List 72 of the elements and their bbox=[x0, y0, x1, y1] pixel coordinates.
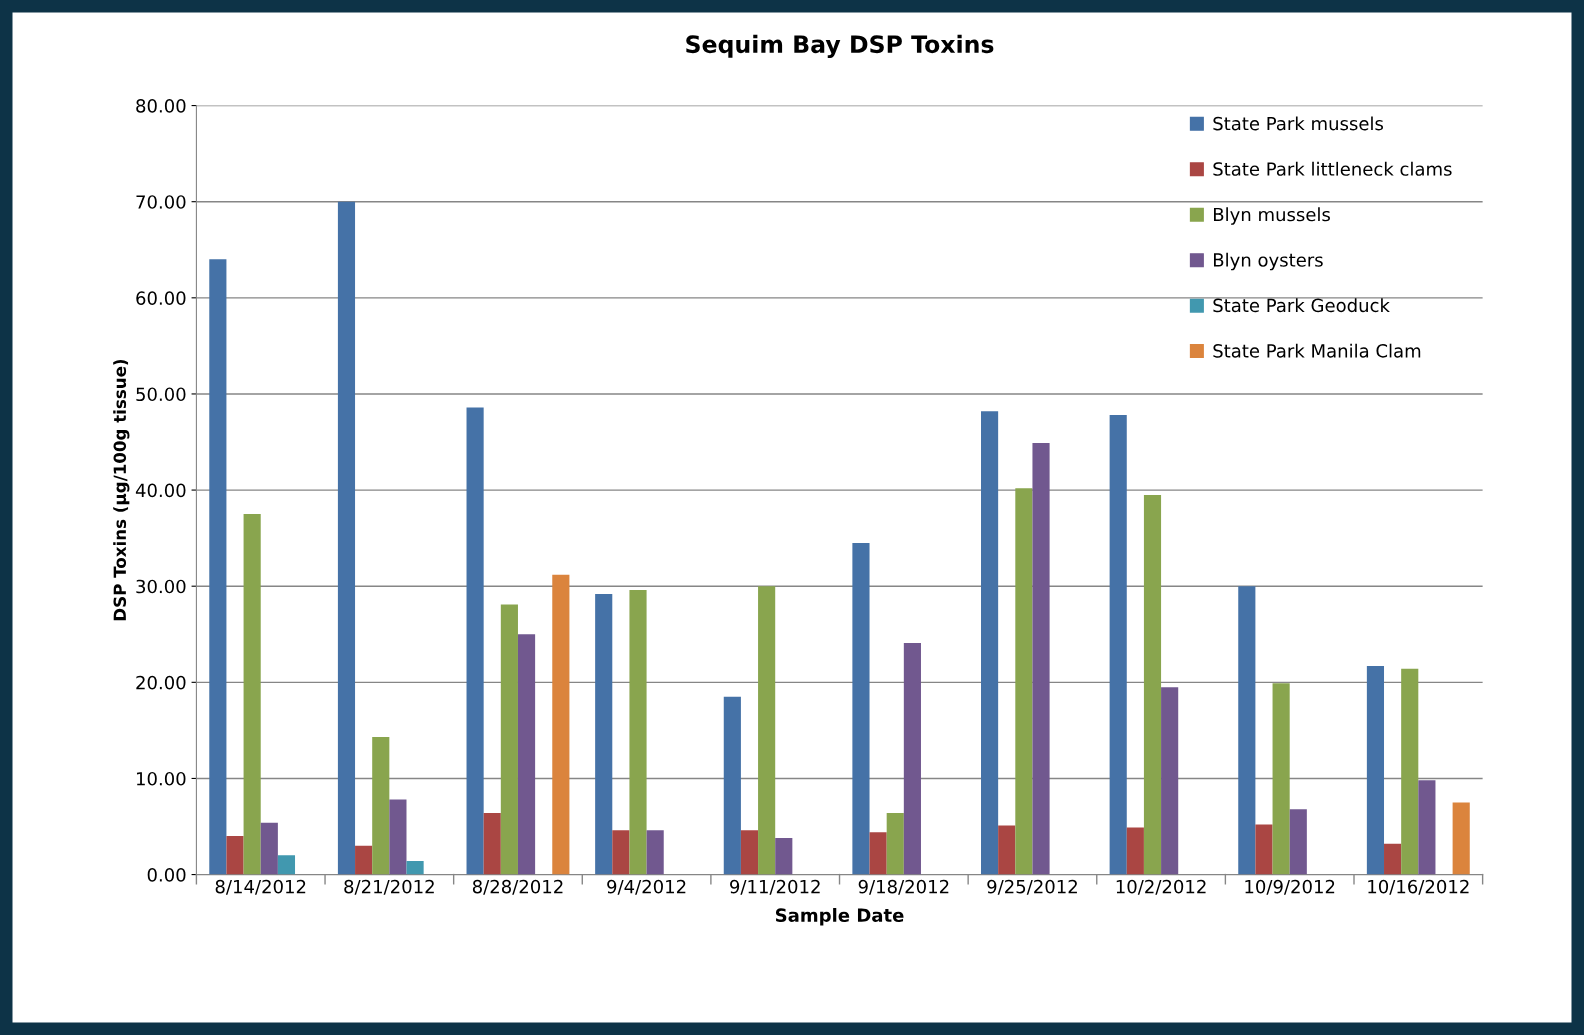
legend-label: State Park mussels bbox=[1213, 116, 1384, 131]
bar bbox=[226, 836, 244, 875]
bar bbox=[1143, 494, 1162, 875]
y-tick-label: 10.00 bbox=[136, 771, 186, 786]
bar bbox=[466, 407, 484, 875]
x-tick-label: 8/14/2012 bbox=[215, 879, 306, 895]
bar bbox=[1161, 687, 1179, 875]
x-tick-label: 10/16/2012 bbox=[1368, 879, 1469, 895]
bar bbox=[981, 411, 999, 875]
x-tick-label: 9/4/2012 bbox=[607, 879, 686, 895]
x-tick-label: 9/18/2012 bbox=[858, 879, 949, 895]
bar bbox=[552, 574, 570, 875]
legend-label: Blyn mussels bbox=[1213, 207, 1330, 225]
y-tick-label: 50.00 bbox=[136, 387, 186, 402]
x-tick-label: 9/11/2012 bbox=[730, 879, 820, 895]
bar bbox=[406, 861, 424, 875]
x-tick-label: 9/25/2012 bbox=[987, 879, 1077, 895]
y-tick-label: 60.00 bbox=[136, 291, 186, 305]
bar bbox=[1452, 802, 1470, 875]
bar bbox=[483, 813, 501, 875]
bar bbox=[1015, 488, 1033, 875]
bar bbox=[740, 830, 759, 875]
y-tick-label: 40.00 bbox=[135, 483, 186, 498]
bar bbox=[1255, 824, 1273, 875]
bar bbox=[612, 830, 630, 875]
bar bbox=[1109, 415, 1127, 875]
x-axis-title: Sample Date bbox=[775, 908, 904, 926]
bar bbox=[277, 855, 296, 875]
x-tick-label: 8/28/2012 bbox=[472, 879, 563, 895]
y-axis-title: DSP Toxins (µg/100g tissue) bbox=[113, 359, 130, 621]
bar bbox=[595, 593, 613, 875]
bar bbox=[1289, 809, 1307, 875]
bar bbox=[869, 832, 887, 875]
x-tick-label: 10/9/2012 bbox=[1245, 879, 1335, 895]
y-tick-label: 80.00 bbox=[136, 99, 186, 113]
bar bbox=[1238, 586, 1256, 875]
bar bbox=[903, 642, 921, 875]
bar bbox=[775, 838, 793, 875]
bar bbox=[372, 737, 390, 875]
x-tick-label: 10/2/2012 bbox=[1116, 879, 1206, 895]
bar bbox=[389, 799, 407, 875]
bar bbox=[1272, 683, 1290, 875]
bar bbox=[337, 201, 356, 875]
y-tick-label: 20.00 bbox=[136, 675, 186, 690]
bar bbox=[723, 696, 741, 875]
x-tick-label: 8/21/2012 bbox=[344, 879, 434, 895]
bar bbox=[629, 590, 647, 875]
bar bbox=[1401, 668, 1419, 875]
legend-label: State Park littleneck clams bbox=[1213, 161, 1452, 176]
bar bbox=[1126, 827, 1144, 875]
bar bbox=[500, 604, 518, 875]
bar bbox=[1366, 665, 1385, 875]
y-tick-label: 30.00 bbox=[136, 579, 186, 594]
bar bbox=[1032, 442, 1050, 875]
bar bbox=[998, 825, 1016, 875]
chart-title: Sequim Bay DSP Toxins bbox=[686, 34, 994, 58]
bar bbox=[355, 845, 373, 875]
bar bbox=[1418, 780, 1436, 875]
bar bbox=[243, 514, 261, 875]
bar bbox=[260, 822, 278, 875]
bar bbox=[646, 830, 664, 875]
bar bbox=[886, 813, 904, 875]
legend-label: Blyn oysters bbox=[1213, 252, 1323, 271]
bar bbox=[209, 259, 227, 875]
bar bbox=[1384, 843, 1402, 875]
bar bbox=[852, 542, 870, 875]
bar bbox=[517, 634, 536, 875]
y-tick-label: 0.00 bbox=[147, 868, 186, 882]
legend-label: State Park Geoduck bbox=[1213, 298, 1390, 313]
bar bbox=[758, 586, 776, 875]
legend-label: State Park Manila Clam bbox=[1213, 343, 1421, 358]
y-tick-label: 70.00 bbox=[136, 195, 186, 209]
